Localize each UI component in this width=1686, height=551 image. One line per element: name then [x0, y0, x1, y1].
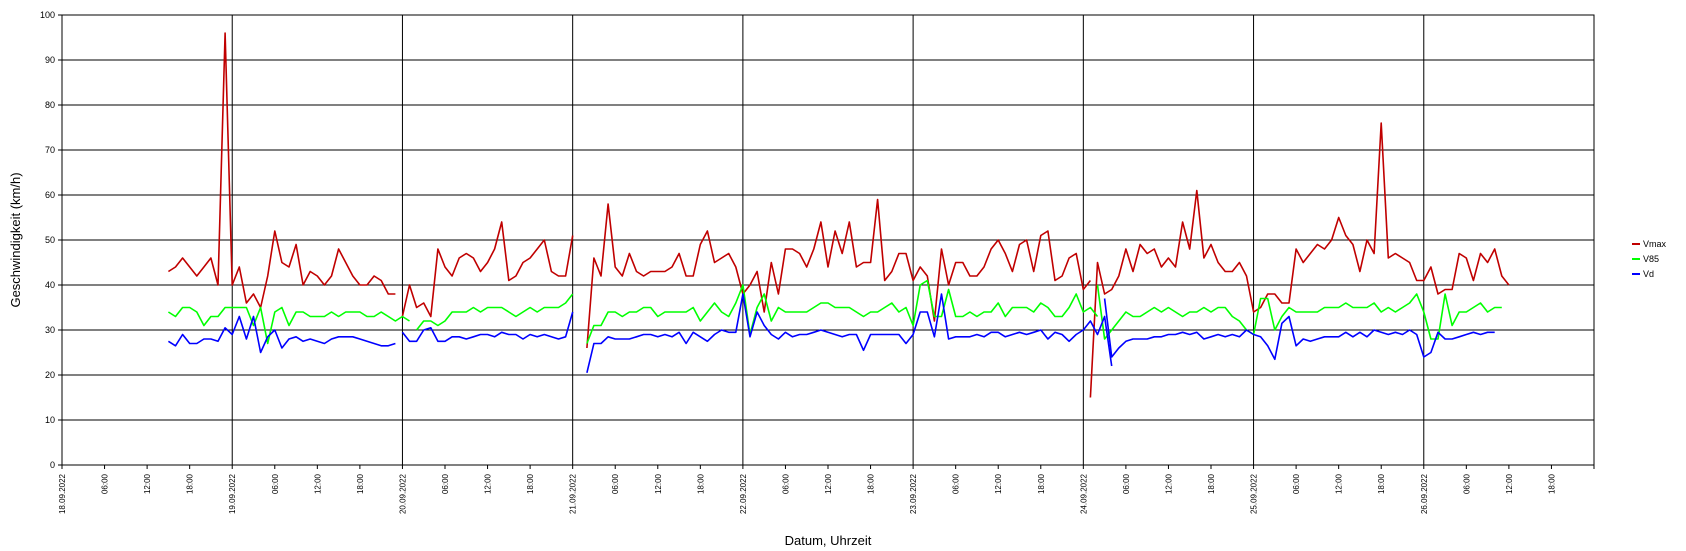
x-tick-label: 06:00: [781, 473, 790, 494]
x-tick-label: 06:00: [952, 473, 961, 494]
legend-label-vmax: Vmax: [1643, 239, 1667, 249]
series-line-v85: [586, 279, 1099, 344]
y-tick-label: 80: [45, 100, 55, 110]
x-tick-label: 23.09.2022: [909, 473, 918, 514]
x-tick-label: 18:00: [1207, 473, 1216, 494]
x-tick-label: 18.09.2022: [58, 473, 67, 514]
y-tick-label: 60: [45, 190, 55, 200]
series-line-v85: [1096, 284, 1502, 340]
x-tick-label: 06:00: [101, 473, 110, 494]
x-tick-label: 12:00: [824, 473, 833, 494]
plot-grid: [62, 14, 1594, 466]
y-tick-label: 40: [45, 280, 55, 290]
x-tick-label: 24.09.2022: [1079, 473, 1088, 514]
y-tick-label: 0: [50, 460, 55, 470]
series-line-vmax: [586, 198, 1092, 349]
series-lines: [167, 32, 1510, 398]
x-tick-label: 06:00: [1292, 473, 1301, 494]
legend-label-vd: Vd: [1643, 269, 1654, 279]
y-tick-label: 70: [45, 145, 55, 155]
x-tick-label: 26.09.2022: [1420, 473, 1429, 514]
x-tick-label: 06:00: [611, 473, 620, 494]
x-tick-label: 12:00: [1164, 473, 1173, 494]
x-tick-label: 12:00: [994, 473, 1003, 494]
x-tick-label: 18:00: [1037, 473, 1046, 494]
x-tick-label: 18:00: [526, 473, 535, 494]
x-tick-label: 20.09.2022: [398, 473, 407, 514]
x-tick-label: 21.09.2022: [569, 473, 578, 514]
series-line-vmax: [167, 32, 396, 309]
x-tick-label: 18:00: [696, 473, 705, 494]
x-tick-label: 18:00: [186, 473, 195, 494]
y-tick-label: 100: [40, 10, 55, 20]
y-axis: 0 10 20 30 40 50 60 70 80 90 100: [40, 10, 62, 470]
y-tick-label: 10: [45, 415, 55, 425]
series-line-vd: [167, 315, 396, 354]
x-tick-label: 12:00: [654, 473, 663, 494]
series-line-vd: [401, 311, 574, 343]
x-tick-label: 12:00: [1335, 473, 1344, 494]
series-line-vmax: [1089, 122, 1510, 398]
series-line-v85: [167, 306, 410, 345]
y-tick-label: 90: [45, 55, 55, 65]
x-tick-label: 06:00: [441, 473, 450, 494]
y-tick-label: 30: [45, 325, 55, 335]
y-axis-title: Geschwindigkeit (km/h): [8, 172, 23, 307]
y-tick-label: 20: [45, 370, 55, 380]
legend: Vmax V85 Vd: [1632, 239, 1667, 279]
series-line-v85: [415, 293, 574, 331]
x-tick-label: 06:00: [1122, 473, 1131, 494]
x-tick-label: 25.09.2022: [1250, 473, 1259, 514]
y-tick-label: 50: [45, 235, 55, 245]
x-tick-label: 18:00: [356, 473, 365, 494]
x-tick-label: 22.09.2022: [739, 473, 748, 514]
x-tick-label: 06:00: [271, 473, 280, 494]
series-line-vd: [586, 293, 1113, 373]
x-tick-label: 19.09.2022: [228, 473, 237, 514]
x-tick-label: 06:00: [1462, 473, 1471, 494]
series-line-vd: [1103, 298, 1495, 361]
x-tick-label: 12:00: [313, 473, 322, 494]
x-tick-label: 18:00: [1547, 473, 1556, 494]
x-tick-label: 18:00: [1377, 473, 1386, 494]
x-tick-label: 12:00: [1505, 473, 1514, 494]
x-tick-label: 12:00: [484, 473, 493, 494]
x-tick-label: 18:00: [867, 473, 876, 494]
x-axis: 18.09.2022 06:00 12:00 18:00 19.09.2022 06:00…: [58, 465, 1595, 514]
series-line-vmax: [401, 221, 574, 318]
x-axis-title: Datum, Uhrzeit: [785, 533, 872, 548]
legend-label-v85: V85: [1643, 254, 1659, 264]
x-tick-label: 12:00: [143, 473, 152, 494]
